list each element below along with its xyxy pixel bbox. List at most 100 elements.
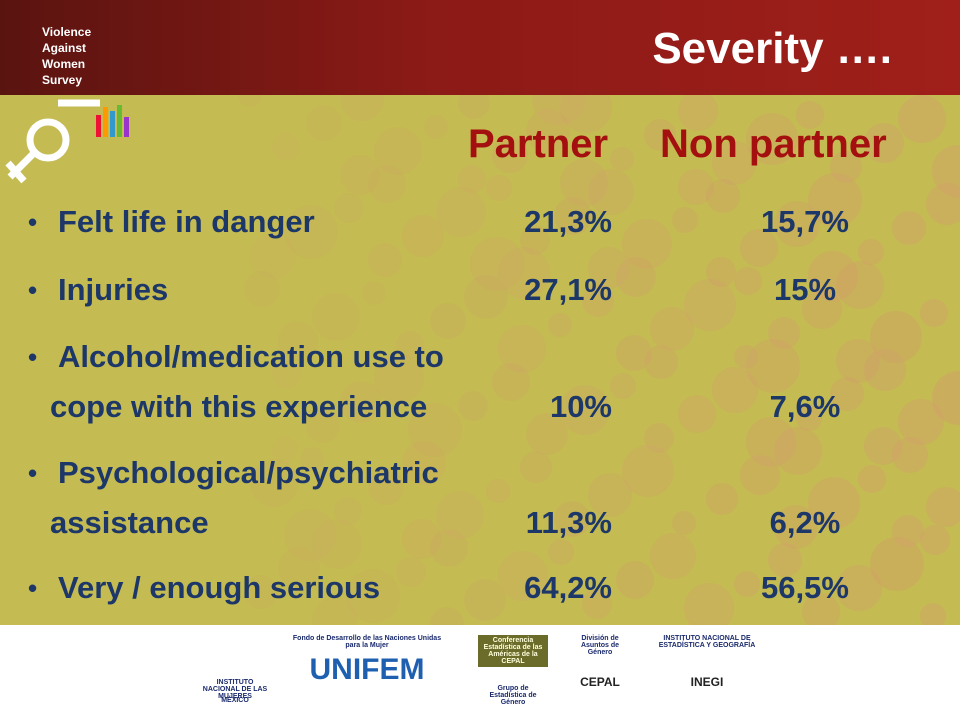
dot	[244, 575, 278, 609]
dot	[374, 127, 422, 175]
dot	[830, 151, 862, 183]
dot	[272, 359, 302, 389]
dot	[554, 197, 592, 235]
dot	[486, 479, 510, 503]
dot	[898, 399, 944, 445]
partner-value: 64,2%	[524, 570, 612, 605]
dot	[774, 201, 820, 247]
dot	[312, 519, 362, 569]
dot	[278, 321, 318, 361]
dot	[464, 579, 506, 621]
dot	[526, 413, 568, 455]
dot	[548, 539, 574, 565]
dot	[492, 137, 528, 173]
dot	[920, 299, 948, 327]
dot	[498, 551, 548, 601]
dot	[898, 95, 946, 143]
dot	[858, 239, 884, 265]
dot	[588, 169, 634, 215]
bullet: •	[28, 275, 38, 305]
dot	[746, 339, 800, 393]
dot	[706, 179, 740, 213]
dot	[622, 445, 674, 497]
dot	[768, 543, 802, 577]
non-partner-value: 7,6%	[769, 389, 841, 424]
dot	[554, 501, 590, 537]
dot	[424, 115, 448, 139]
dot	[644, 423, 674, 453]
partner-value: 21,3%	[524, 204, 612, 239]
dot	[920, 525, 950, 555]
bullet: •	[28, 458, 38, 488]
dot	[402, 441, 446, 485]
header-band	[0, 0, 960, 95]
row-label: Felt life in danger	[58, 204, 315, 239]
dot	[340, 381, 382, 423]
logo-sub: MÉXICO	[221, 697, 249, 704]
dot	[870, 537, 924, 591]
logo-name: CEPAL	[580, 675, 620, 689]
dot	[498, 325, 546, 373]
dot	[526, 109, 570, 153]
dot	[802, 593, 840, 625]
row-label: cope with this experience	[50, 389, 428, 424]
dot	[588, 247, 630, 289]
non-partner-value: 56,5%	[761, 570, 849, 605]
dot	[520, 225, 550, 255]
dot	[808, 173, 862, 227]
logo-name: INSTITUTO NACIONAL DE LAS MUJERES	[200, 677, 270, 702]
dot	[402, 519, 442, 559]
dot	[340, 155, 380, 195]
row-label: Psychological/psychiatric	[58, 455, 439, 490]
logo-name: Conferencia Estadística de las Américas …	[478, 635, 548, 667]
dot	[734, 267, 762, 295]
dot	[436, 187, 486, 237]
dot	[284, 509, 336, 561]
logo: INSTITUTO NACIONAL DE ESTADÍSTICA Y GEOG…	[652, 635, 762, 715]
dot	[746, 417, 796, 467]
dot	[368, 469, 404, 505]
dot	[926, 487, 960, 527]
dot	[858, 465, 886, 493]
dot	[396, 557, 426, 587]
dot	[374, 353, 424, 403]
dot	[588, 473, 632, 517]
dot	[650, 307, 694, 351]
dot	[334, 497, 362, 525]
dot	[306, 409, 340, 443]
dot	[650, 533, 696, 579]
partner-value: 11,3%	[525, 505, 612, 540]
survey-label-line: Violence	[42, 25, 92, 39]
dot	[402, 215, 444, 257]
dot	[830, 377, 864, 411]
dot	[870, 311, 922, 363]
survey-label-line: Against	[42, 41, 87, 55]
dot	[458, 165, 486, 193]
logo: División de Asuntos de Género CEPAL	[570, 635, 630, 715]
dot	[560, 159, 608, 207]
logo-name: UNIFEM	[309, 653, 425, 686]
bullet: •	[28, 207, 38, 237]
dot	[892, 211, 926, 245]
column-header: Partner	[468, 122, 609, 166]
column-header: Non partner	[660, 122, 887, 166]
dot	[808, 251, 858, 301]
dot	[312, 597, 358, 625]
dot	[610, 373, 636, 399]
dot	[430, 303, 466, 339]
logo-sub: Fondo de Desarrollo de las Naciones Unid…	[292, 635, 442, 649]
dot	[340, 95, 384, 121]
dot	[746, 113, 798, 165]
dot	[306, 105, 342, 141]
partner-value: 27,1%	[524, 272, 612, 307]
dot	[368, 165, 406, 203]
dot	[458, 391, 488, 421]
dot	[926, 183, 960, 225]
dot	[616, 257, 656, 297]
dot	[932, 145, 960, 197]
dot	[408, 403, 462, 457]
dot	[498, 247, 550, 299]
dot	[774, 505, 818, 549]
non-partner-value: 15%	[773, 272, 837, 307]
